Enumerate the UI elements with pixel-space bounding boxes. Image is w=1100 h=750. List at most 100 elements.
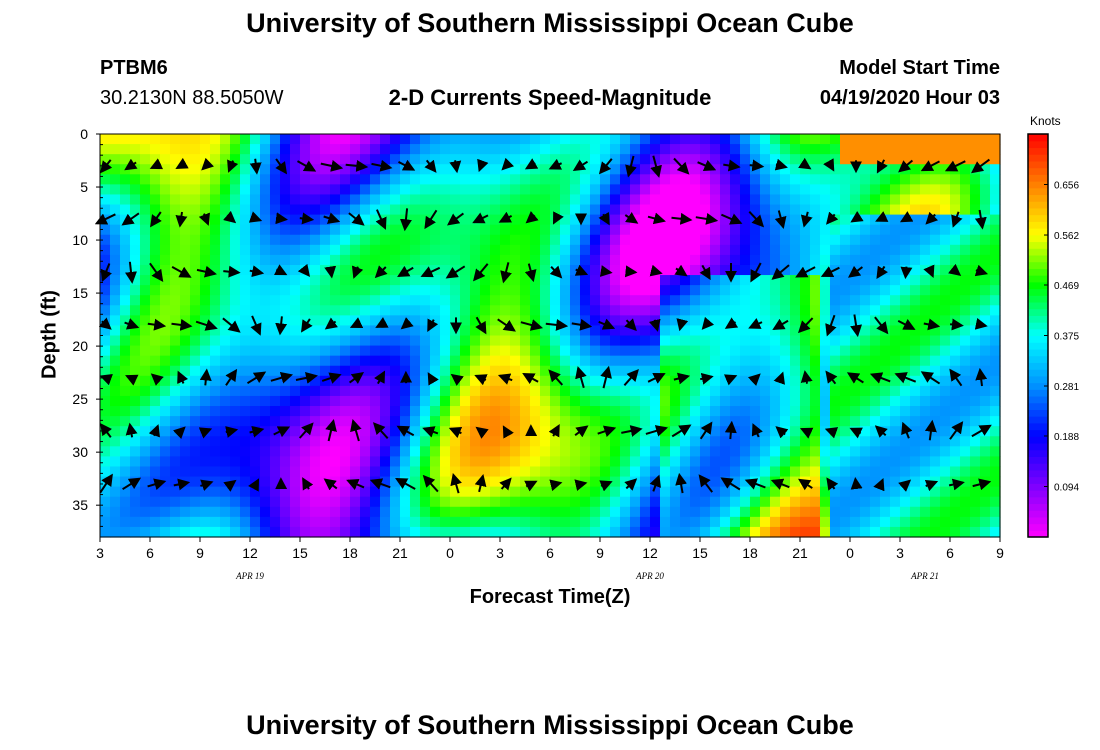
heatmap-cell: [860, 385, 871, 397]
heatmap-cell: [670, 244, 681, 256]
heatmap-cell: [370, 254, 381, 266]
heatmap-cell: [210, 486, 221, 498]
heatmap-cell: [290, 406, 301, 417]
heatmap-cell: [580, 506, 591, 518]
heatmap-cell: [940, 486, 951, 498]
heatmap-cell: [930, 355, 941, 367]
heatmap-cell: [790, 295, 801, 306]
heatmap-cell: [190, 184, 201, 196]
heatmap-cell: [400, 144, 411, 155]
heatmap-cell: [150, 416, 161, 427]
vector-arrow: [724, 317, 739, 329]
heatmap-cell: [910, 254, 921, 266]
heatmap-cell: [260, 345, 271, 357]
heatmap-cell: [990, 365, 1001, 377]
heatmap-cell: [510, 154, 521, 165]
heatmap-cell: [990, 184, 1001, 196]
heatmap-cell: [140, 476, 151, 488]
heatmap-cell: [590, 486, 601, 498]
heatmap-cell: [280, 204, 291, 216]
heatmap-cell: [510, 526, 521, 538]
heatmap-cell: [810, 325, 821, 337]
heatmap-cell: [120, 476, 131, 488]
heatmap-cell: [170, 486, 181, 498]
heatmap-cell: [720, 295, 731, 306]
heatmap-cell: [740, 516, 751, 528]
heatmap-cell: [520, 285, 531, 296]
heatmap-cell: [180, 526, 191, 538]
heatmap-cell: [880, 154, 891, 165]
heatmap-cell: [950, 506, 961, 518]
heatmap-cell: [390, 385, 401, 397]
heatmap-cell: [180, 164, 191, 175]
heatmap-cell: [700, 526, 711, 538]
heatmap-cell: [630, 224, 641, 236]
heatmap-cell: [640, 355, 651, 367]
heatmap-cell: [550, 526, 561, 538]
heatmap-cell: [820, 436, 831, 447]
heatmap-cell: [750, 295, 761, 306]
heatmap-cell: [370, 486, 381, 498]
vector-arrow: [524, 480, 538, 492]
heatmap-cell: [410, 244, 421, 256]
heatmap-cell: [750, 244, 761, 256]
heatmap-cell: [320, 395, 331, 407]
heatmap-cell: [870, 506, 881, 518]
heatmap-cell: [390, 134, 401, 145]
heatmap-cell: [790, 144, 801, 155]
heatmap-cell: [440, 345, 451, 357]
station-id: PTBM6: [100, 57, 168, 79]
heatmap-cell: [730, 456, 741, 468]
heatmap-cell: [710, 174, 721, 185]
heatmap-cell: [460, 416, 471, 427]
heatmap-cell: [830, 466, 841, 478]
heatmap-cell: [810, 395, 821, 407]
heatmap-cell: [530, 456, 541, 468]
heatmap-cell: [550, 406, 561, 417]
heatmap-cell: [450, 496, 461, 508]
heatmap-cell: [440, 355, 451, 367]
heatmap-cell: [480, 486, 491, 498]
heatmap-cell: [160, 184, 171, 196]
heatmap-cell: [530, 526, 541, 538]
heatmap-cell: [450, 244, 461, 256]
heatmap-cell: [600, 466, 611, 478]
vector-arrow: [346, 478, 365, 491]
heatmap-cell: [300, 486, 311, 498]
heatmap-cell: [780, 345, 791, 357]
heatmap-cell: [990, 406, 1001, 417]
heatmap-cell: [960, 204, 971, 216]
heatmap-cell: [440, 456, 451, 468]
heatmap-cell: [620, 345, 631, 357]
heatmap-cell: [770, 224, 781, 236]
heatmap-cell: [140, 385, 151, 397]
heatmap-cell: [800, 234, 811, 246]
heatmap-cell: [250, 436, 261, 447]
heatmap-cell: [460, 244, 471, 256]
heatmap-cell: [930, 194, 941, 206]
heatmap-cell: [290, 456, 301, 468]
heatmap-cell: [370, 134, 381, 145]
heatmap-cell: [970, 416, 981, 427]
heatmap-cell: [320, 275, 331, 286]
heatmap-cell: [380, 476, 391, 488]
vector-arrow: [571, 318, 593, 331]
heatmap-cell: [570, 254, 581, 266]
heatmap-cell: [760, 526, 771, 538]
heatmap-cell: [610, 285, 621, 296]
heatmap-cell: [360, 416, 371, 427]
heatmap-cell: [460, 325, 471, 337]
heatmap-cell: [460, 496, 471, 508]
heatmap-cell: [180, 194, 191, 206]
heatmap-cell: [460, 526, 471, 538]
heatmap-cell: [230, 134, 241, 145]
heatmap-cell: [370, 144, 381, 155]
heatmap-cell: [790, 224, 801, 236]
heatmap-cell: [670, 506, 681, 518]
heatmap-cell: [200, 516, 211, 528]
heatmap-cell: [590, 174, 601, 185]
heatmap-cell: [750, 466, 761, 478]
heatmap-cell: [380, 395, 391, 407]
heatmap-cell: [300, 184, 311, 196]
heatmap-cell: [540, 506, 551, 518]
